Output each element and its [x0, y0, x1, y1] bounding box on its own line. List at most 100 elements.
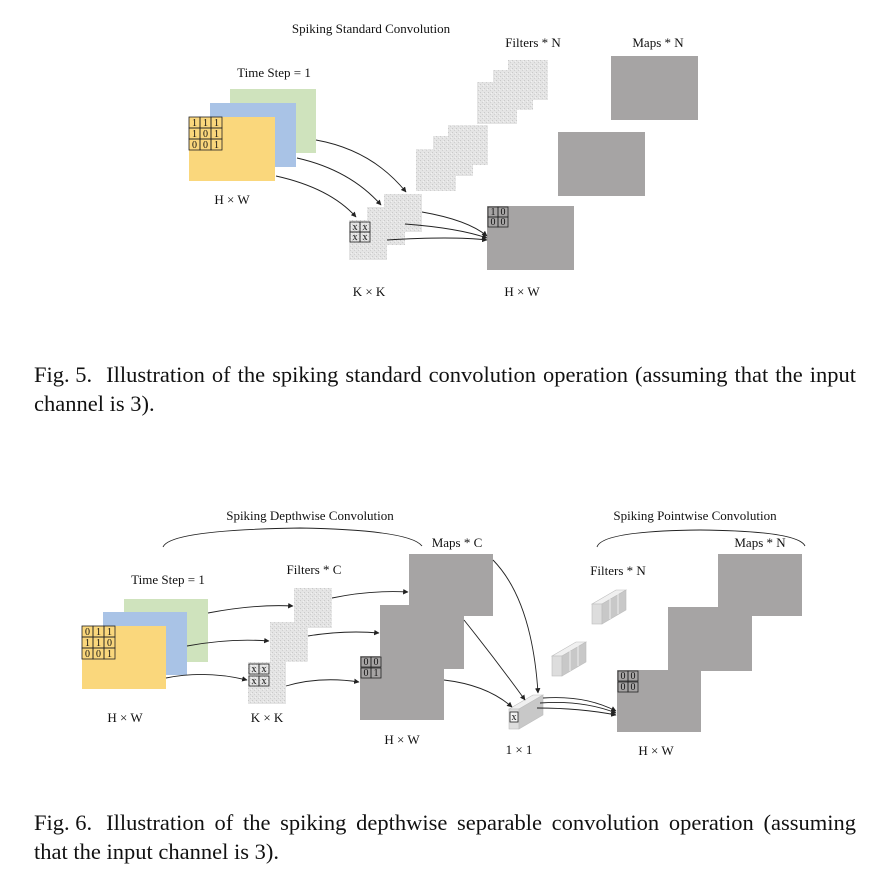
fig5-time-step-label: Time Step = 1 [237, 65, 311, 80]
fig5-input-cell: 0 [192, 140, 197, 151]
fig5-kernel-grid: x x x x [349, 221, 371, 243]
fig5-output-cell: 0 [501, 217, 506, 228]
fig6-caption: Fig. 6. Illustration of the spiking depth… [34, 808, 856, 866]
fig5-input-cell: 1 [203, 118, 208, 129]
fig6-depthwise-maps-label: Maps * C [432, 535, 483, 550]
fig6-depthwise-title: Spiking Depthwise Convolution [226, 508, 394, 523]
fig5-kernel-cell: x [353, 232, 358, 243]
fig6-output-grid: 0 0 0 0 [617, 670, 639, 693]
fig5-maps-label: Maps * N [632, 35, 684, 50]
fig6-depthwise-brace [162, 527, 423, 548]
fig5-input-size-label: H × W [214, 192, 250, 207]
fig6-caption-number: Fig. 6. [34, 810, 93, 835]
fig5-arrow-kernel-to-map [421, 211, 488, 237]
fig5-arrow-blue-to-kernel [296, 157, 382, 206]
fig5-title: Spiking Standard Convolution [292, 21, 451, 36]
fig6-output-cell: 0 [621, 682, 626, 693]
fig6-depthwise-map-cell: 1 [374, 668, 379, 679]
fig5-input-cell: 1 [214, 140, 219, 151]
fig6-arrow-map-to-pointwise [443, 679, 513, 708]
fig6-arrow-pointwise-to-output [542, 697, 617, 712]
fig6-pointwise-filter-top [590, 589, 628, 625]
fig6-kernel-grid: x x x x [248, 663, 270, 687]
fig6-input-size-label: H × W [107, 710, 143, 725]
fig6-arrow-pointwise-to-output [539, 702, 617, 714]
fig5-input-cell: 0 [203, 140, 208, 151]
fig6-output-cell: 0 [621, 671, 626, 682]
fig5-arrow-green-to-kernel [315, 139, 407, 193]
fig5-input-cell: 1 [192, 118, 197, 129]
fig6-pointwise-title: Spiking Pointwise Convolution [613, 508, 777, 523]
fig5-kernel-cell: x [363, 232, 368, 243]
fig6-depthwise-kernel-middle [270, 622, 308, 662]
fig6-arrow-map-to-pointwise [492, 559, 541, 694]
fig6-kernel-cell: x [252, 676, 257, 687]
fig6-depthwise-output-size-label: H × W [384, 732, 420, 747]
fig5-input-cell: 1 [214, 129, 219, 140]
fig5-arrow-kernel-to-map [404, 223, 488, 239]
fig5-input-cell: 0 [203, 129, 208, 140]
fig6-pointwise-kernel-cell: x [512, 712, 517, 723]
fig6-output-cell: 0 [631, 682, 636, 693]
fig6-input-cell: 0 [85, 627, 90, 638]
fig6-input-cell: 0 [96, 649, 101, 660]
fig6-output-size-label: H × W [638, 743, 674, 758]
fig6-output-map-top [718, 554, 802, 616]
fig6-pointwise-maps-label: Maps * N [734, 535, 786, 550]
fig6-arrow-yellow-to-kernel [165, 674, 248, 682]
fig5-filter-stack-middle [416, 125, 488, 191]
fig5-arrow-yellow-to-kernel [275, 175, 357, 218]
fig5-output-cell: 0 [491, 217, 496, 228]
fig6-depthwise-filters-label: Filters * C [287, 562, 342, 577]
fig6-input-channel-yellow [82, 626, 166, 689]
fig6-caption-text: Illustration of the spiking depthwise se… [34, 810, 856, 864]
fig5-output-cell: 0 [501, 207, 506, 218]
fig6-arrow-green-to-kernel [207, 603, 294, 614]
fig6-arrow-kernel-to-map [285, 678, 360, 687]
fig6-input-cell: 1 [107, 627, 112, 638]
fig6-input-cell: 0 [107, 638, 112, 649]
fig5-caption-number: Fig. 5. [34, 362, 93, 387]
fig5-kernel-size-label: K × K [353, 284, 386, 299]
fig5-input-cell: 1 [192, 129, 197, 140]
fig6-arrow-pointwise-to-output [536, 707, 617, 717]
fig6-input-cell: 0 [85, 649, 90, 660]
fig5-caption: Fig. 5. Illustration of the spiking stand… [34, 360, 856, 418]
fig6-input-grid: 0 1 1 1 1 0 0 0 1 [81, 625, 116, 660]
fig5-diagram: Spiking Standard Convolution Time Step =… [188, 21, 698, 299]
fig5-input-channel-yellow [189, 117, 275, 181]
fig5-output-size-label: H × W [504, 284, 540, 299]
fig6-output-cell: 0 [631, 671, 636, 682]
fig6-output-map-front [617, 670, 701, 732]
fig6-kernel-cell: x [262, 676, 267, 687]
fig6-arrows [165, 559, 617, 717]
fig6-depthwise-map-grid: 0 0 0 1 [360, 656, 382, 679]
fig6-depthwise-kernel-top [294, 588, 332, 628]
fig5-input-cell: 1 [214, 118, 219, 129]
fig5-output-cell: 1 [491, 207, 496, 218]
fig5-kernel-cell: x [363, 222, 368, 233]
fig6-time-step-label: Time Step = 1 [131, 572, 205, 587]
fig5-caption-text: Illustration of the spiking standard con… [34, 362, 856, 416]
fig6-pointwise-filter-middle [550, 641, 588, 677]
fig5-arrows [275, 139, 488, 243]
fig6-kernel-cell: x [252, 664, 257, 675]
fig6-diagram: Spiking Depthwise Convolution Spiking Po… [81, 508, 806, 758]
fig6-kernel-cell: x [262, 664, 267, 675]
fig6-arrow-map-to-pointwise [463, 619, 526, 701]
fig5-input-grid: 1 1 1 1 0 1 0 0 1 [188, 116, 223, 151]
fig5-filters-label: Filters * N [505, 35, 561, 50]
fig6-kernel-size-label: K × K [251, 710, 284, 725]
fig6-input-cell: 1 [107, 649, 112, 660]
fig5-kernel-front [349, 220, 387, 260]
fig6-depthwise-map-cell: 0 [364, 668, 369, 679]
fig6-pointwise-filters-label: Filters * N [590, 563, 646, 578]
fig5-arrow-kernel-to-map [386, 236, 488, 243]
fig5-output-map-top [611, 56, 698, 120]
fig6-pointwise-kernel-size-label: 1 × 1 [506, 742, 533, 757]
fig5-filter-stack-top [477, 60, 548, 124]
fig5-output-map-middle [558, 132, 645, 196]
fig6-arrow-kernel-to-map [307, 629, 380, 637]
fig6-input-cell: 1 [85, 638, 90, 649]
